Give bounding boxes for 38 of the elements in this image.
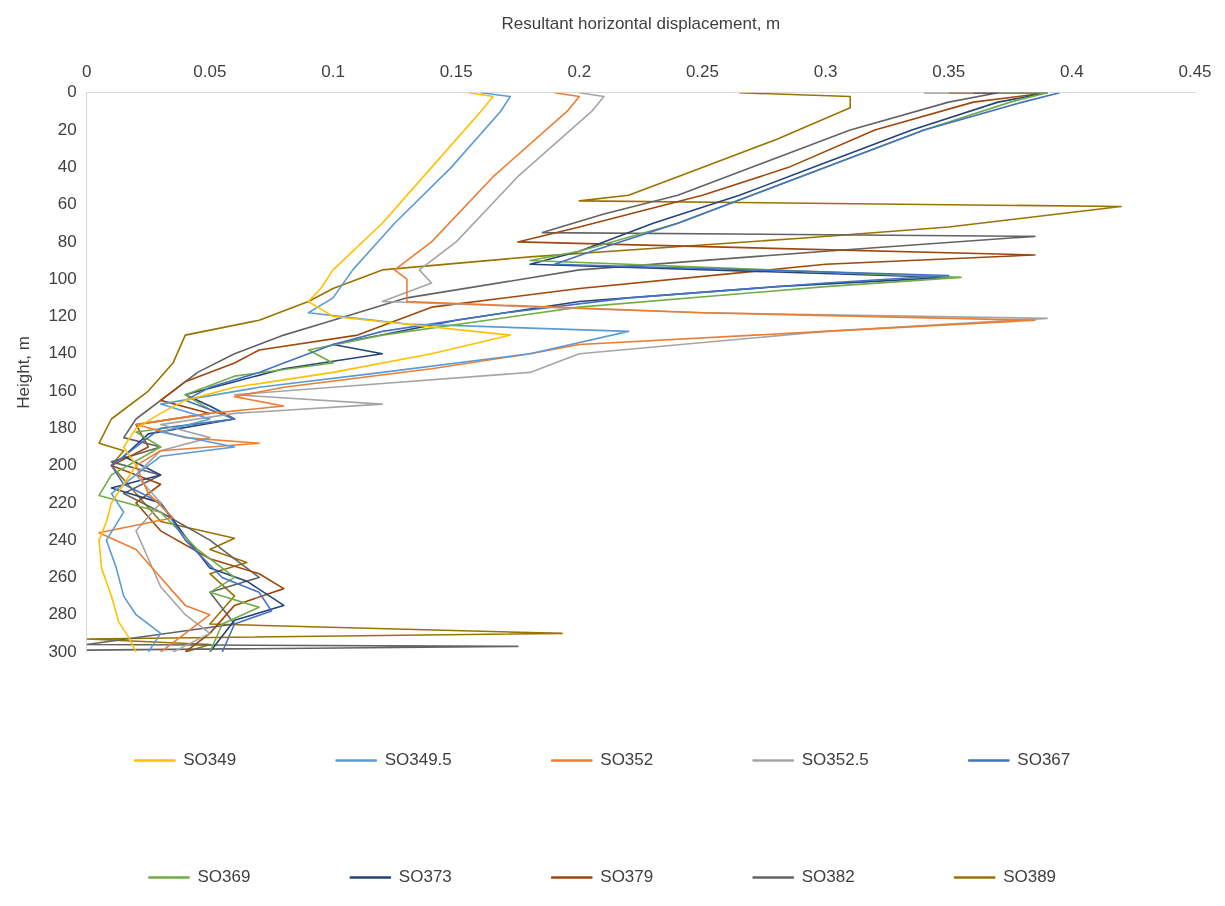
x-tick-label: 0.3 [813,62,838,82]
x-tick-label: 0.4 [1060,62,1084,82]
y-tick-label: 160 [48,380,77,400]
legend-label: SO369 [197,867,251,887]
legend-label: SO373 [398,867,452,887]
y-tick-label: 80 [57,231,77,251]
legend-label: SO349 [183,750,237,770]
y-tick-label: 120 [48,306,77,326]
y-tick-label: 40 [57,157,77,177]
legend-label: SO349.5 [384,750,452,770]
legend-label: SO352 [600,750,654,770]
y-tick-label: 260 [48,567,77,587]
x-tick-label: 0 [82,62,92,82]
y-tick-label: 300 [48,641,77,661]
legend-label: SO367 [1017,750,1071,770]
y-axis-title: Height, m [13,336,33,409]
legend-label: SO389 [1003,867,1057,887]
x-tick-label: 0.05 [193,62,227,82]
y-tick-label: 240 [48,529,77,549]
y-tick-label: 100 [48,268,77,288]
x-axis-title: Resultant horizontal displacement, m [501,13,781,33]
legend-label: SO382 [801,867,855,887]
y-tick-label: 280 [48,604,77,624]
y-tick-label: 200 [48,455,77,475]
y-tick-label: 0 [67,82,77,102]
y-tick-label: 140 [48,343,77,363]
x-tick-label: 0.25 [685,62,719,82]
x-tick-label: 0.45 [1178,62,1212,82]
x-tick-label: 0.1 [321,62,345,82]
x-tick-label: 0.35 [932,62,966,82]
y-tick-label: 20 [57,119,77,139]
legend-label: SO379 [600,867,654,887]
y-tick-label: 60 [57,194,77,214]
y-tick-label: 220 [48,492,77,512]
legend-label: SO352.5 [801,750,869,770]
x-tick-label: 0.2 [567,62,592,82]
x-tick-label: 0.15 [439,62,473,82]
y-tick-label: 180 [48,418,77,438]
